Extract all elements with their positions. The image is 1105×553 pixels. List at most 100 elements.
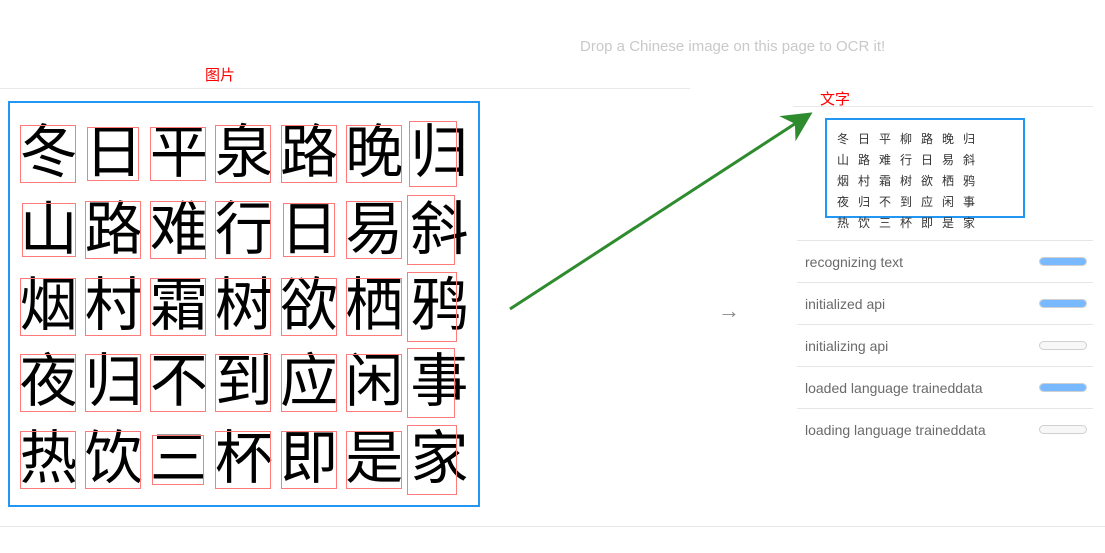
ocr-result-panel: 冬日平柳路晚归山路难行日易斜烟村霜树欲栖鸦夜归不到应闲事热饮三杯即是家 xyxy=(825,118,1025,218)
progress-bar xyxy=(1039,257,1087,266)
char-cell: 是 xyxy=(342,421,407,497)
result-char: 应 xyxy=(919,193,935,210)
progress-bar xyxy=(1039,299,1087,308)
char-cell: 晚 xyxy=(342,115,407,191)
char-row: 夜归不到应闲事 xyxy=(16,344,472,420)
result-char: 路 xyxy=(919,130,935,147)
result-char: 平 xyxy=(877,130,893,147)
char-cell: 烟 xyxy=(16,268,81,344)
result-char: 归 xyxy=(961,130,977,147)
result-char: 到 xyxy=(898,193,914,210)
char-cell: 难 xyxy=(146,191,211,267)
source-char: 冬 xyxy=(20,124,78,182)
result-char: 烟 xyxy=(835,172,851,189)
char-cell: 路 xyxy=(81,191,146,267)
result-char: 村 xyxy=(856,172,872,189)
source-char: 路 xyxy=(85,201,143,259)
status-label: loading language traineddata xyxy=(805,422,986,438)
char-cell: 平 xyxy=(146,115,211,191)
progress-fill xyxy=(1040,384,1086,391)
result-char: 日 xyxy=(856,130,872,147)
char-cell: 饮 xyxy=(81,421,146,497)
char-cell: 行 xyxy=(211,191,276,267)
source-char: 归 xyxy=(410,124,468,182)
source-char: 鸦 xyxy=(410,277,468,335)
status-row: loading language traineddata xyxy=(797,408,1093,450)
result-char: 路 xyxy=(856,151,872,168)
source-char: 斜 xyxy=(410,201,468,259)
char-cell: 霜 xyxy=(146,268,211,344)
result-char: 鸦 xyxy=(961,172,977,189)
instruction-text: Drop a Chinese image on this page to OCR… xyxy=(580,38,885,55)
status-row: initializing api xyxy=(797,324,1093,366)
source-char: 难 xyxy=(150,201,208,259)
result-char: 三 xyxy=(877,214,893,231)
char-cell: 夜 xyxy=(16,344,81,420)
ocr-arrow xyxy=(490,99,825,319)
char-cell: 家 xyxy=(407,421,472,497)
result-char: 是 xyxy=(940,214,956,231)
result-row: 热饮三杯即是家 xyxy=(835,214,1015,231)
status-row: loaded language traineddata xyxy=(797,366,1093,408)
source-char: 村 xyxy=(85,277,143,335)
char-row: 山路难行日易斜 xyxy=(16,191,472,267)
char-cell: 三 xyxy=(146,421,211,497)
status-row: initialized api xyxy=(797,282,1093,324)
char-grid: 冬日平泉路晚归山路难行日易斜烟村霜树欲栖鸦夜归不到应闲事热饮三杯即是家 xyxy=(10,103,478,505)
source-char: 晚 xyxy=(345,124,403,182)
divider-bottom xyxy=(0,526,1105,527)
char-cell: 斜 xyxy=(407,191,472,267)
result-char: 易 xyxy=(940,151,956,168)
char-cell: 杯 xyxy=(211,421,276,497)
char-cell: 易 xyxy=(342,191,407,267)
source-char: 泉 xyxy=(215,124,273,182)
source-char: 平 xyxy=(150,124,208,182)
source-char: 饮 xyxy=(85,430,143,488)
char-cell: 即 xyxy=(277,421,342,497)
source-image-panel[interactable]: 冬日平泉路晚归山路难行日易斜烟村霜树欲栖鸦夜归不到应闲事热饮三杯即是家 xyxy=(8,101,480,507)
source-char: 家 xyxy=(410,430,468,488)
source-char: 欲 xyxy=(280,277,338,335)
char-cell: 树 xyxy=(211,268,276,344)
source-char: 霜 xyxy=(150,277,208,335)
char-cell: 村 xyxy=(81,268,146,344)
source-char: 栖 xyxy=(345,277,403,335)
source-char: 闲 xyxy=(345,353,403,411)
status-label: recognizing text xyxy=(805,254,903,270)
progress-fill xyxy=(1040,300,1086,307)
label-text: 文字 xyxy=(820,88,850,109)
char-cell: 日 xyxy=(81,115,146,191)
source-char: 不 xyxy=(150,353,208,411)
result-char: 欲 xyxy=(919,172,935,189)
result-grid: 冬日平柳路晚归山路难行日易斜烟村霜树欲栖鸦夜归不到应闲事热饮三杯即是家 xyxy=(835,130,1015,231)
result-char: 晚 xyxy=(940,130,956,147)
char-row: 冬日平泉路晚归 xyxy=(16,115,472,191)
label-image: 图片 xyxy=(205,64,235,85)
result-char: 霜 xyxy=(877,172,893,189)
source-char: 行 xyxy=(215,201,273,259)
source-char: 日 xyxy=(280,201,338,259)
source-char: 树 xyxy=(215,277,273,335)
result-char: 柳 xyxy=(898,130,914,147)
char-row: 热饮三杯即是家 xyxy=(16,421,472,497)
source-char: 应 xyxy=(280,353,338,411)
char-row: 烟村霜树欲栖鸦 xyxy=(16,268,472,344)
char-cell: 闲 xyxy=(342,344,407,420)
result-char: 不 xyxy=(877,193,893,210)
result-char: 家 xyxy=(961,214,977,231)
result-char: 行 xyxy=(898,151,914,168)
result-char: 日 xyxy=(919,151,935,168)
char-cell: 山 xyxy=(16,191,81,267)
char-cell: 欲 xyxy=(277,268,342,344)
result-row: 夜归不到应闲事 xyxy=(835,193,1015,210)
result-char: 栖 xyxy=(940,172,956,189)
status-row: recognizing text xyxy=(797,240,1093,282)
result-char: 山 xyxy=(835,151,851,168)
source-char: 三 xyxy=(150,430,208,488)
result-char: 斜 xyxy=(961,151,977,168)
source-char: 即 xyxy=(280,430,338,488)
result-char: 难 xyxy=(877,151,893,168)
char-cell: 鸦 xyxy=(407,268,472,344)
status-panel: recognizing text initialized apiinitializ… xyxy=(797,240,1093,450)
transform-arrow-icon: → xyxy=(718,298,740,324)
